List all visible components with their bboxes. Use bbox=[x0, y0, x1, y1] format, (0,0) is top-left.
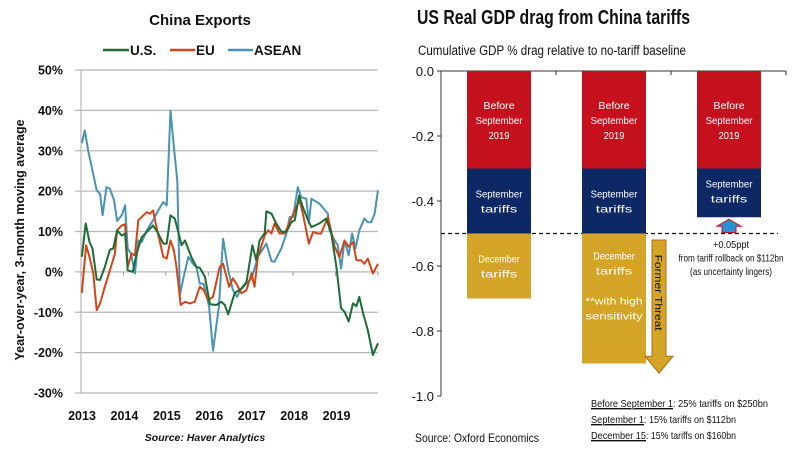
legend-label: U.S. bbox=[130, 43, 156, 58]
x-tick-label: 2013 bbox=[68, 409, 96, 423]
chart-subtitle: Cumulative GDP % drag relative to no-tar… bbox=[418, 43, 686, 58]
note-term: December 15 bbox=[591, 430, 646, 442]
bar-segment-label: September bbox=[476, 115, 523, 127]
bar-segment-before bbox=[467, 71, 531, 169]
y-tick-label: -20% bbox=[34, 346, 63, 360]
bar-segment-september bbox=[697, 168, 761, 218]
bar-segment-label: tariffs bbox=[481, 204, 517, 216]
y-tick-label: 0% bbox=[45, 265, 63, 279]
bar-segment-september bbox=[467, 168, 531, 234]
bar-segment-label: sensitivity bbox=[585, 311, 643, 323]
y-axis-label: Year-over-year, 3-month moving average bbox=[13, 119, 27, 360]
source-note: Source: Oxford Economics bbox=[415, 431, 539, 445]
bar-segment-label: December bbox=[593, 251, 635, 263]
source-note: Source: Haver Analytics bbox=[145, 432, 266, 444]
y-tick-label: 20% bbox=[38, 185, 63, 199]
x-tick-label: 2019 bbox=[323, 409, 351, 423]
y-tick-label: -0.2 bbox=[412, 129, 434, 144]
bar-segment-before bbox=[697, 71, 761, 169]
x-tick-label: 2017 bbox=[238, 409, 266, 423]
y-tick-label: 0.0 bbox=[416, 64, 434, 79]
bar-segment-label: **with high bbox=[585, 296, 642, 308]
bar-segment-label: September bbox=[591, 115, 638, 127]
note-term: Before September 1 bbox=[591, 398, 673, 410]
series-lines bbox=[80, 109, 379, 356]
legend: U.S. EU ASEAN bbox=[103, 43, 301, 58]
chart-title: China Exports bbox=[149, 12, 251, 29]
rollback-annotation: from tariff rollback on $112bn bbox=[679, 253, 784, 265]
bar-segment-label: 2019 bbox=[719, 130, 740, 142]
y-tick-label: -30% bbox=[34, 387, 63, 401]
bar-segment-label: 2019 bbox=[604, 130, 625, 142]
x-tick-label: 2015 bbox=[153, 409, 181, 423]
gdp-drag-chart: US Real GDP drag from China tariffs Cumu… bbox=[412, 7, 787, 445]
note-text: : 25% tariffs on $250bn bbox=[673, 398, 768, 410]
x-tick-labels: 2013 2014 2015 2016 2017 2018 2019 bbox=[68, 409, 350, 423]
y-tick-label: -1.0 bbox=[412, 389, 434, 404]
rollback-annotation: (as uncertainty lingers) bbox=[690, 266, 772, 278]
bar-segment-label: September bbox=[591, 189, 638, 201]
gridlines bbox=[75, 69, 379, 394]
bar-segment-label: 2019 bbox=[489, 130, 510, 142]
legend-label: ASEAN bbox=[254, 43, 301, 58]
bar-segment-september bbox=[582, 168, 646, 234]
x-tick-label: 2016 bbox=[195, 409, 223, 423]
bar-segment-december bbox=[467, 233, 531, 299]
bar-segment-label: tariffs bbox=[711, 193, 747, 205]
y-tick-label: 30% bbox=[38, 144, 63, 158]
chart-title: US Real GDP drag from China tariffs bbox=[417, 7, 690, 29]
y-tick-label: -0.4 bbox=[412, 194, 434, 209]
series-line-us bbox=[80, 194, 379, 356]
bar-segment-label: December bbox=[478, 254, 520, 266]
bar-segment-label: September bbox=[706, 178, 753, 190]
y-tick-label: 40% bbox=[38, 104, 63, 118]
legend-label: EU bbox=[196, 43, 215, 58]
rollback-annotation: +0.05ppt bbox=[713, 239, 749, 251]
china-exports-chart: China Exports U.S. EU ASEAN 50% 40% 30% 20% 10… bbox=[13, 12, 379, 444]
down-arrow-icon bbox=[643, 239, 675, 375]
note-text: : 15% tariffs on $160bn bbox=[646, 430, 736, 442]
series-line-asean bbox=[80, 109, 379, 352]
bar-segment-label: Before bbox=[713, 100, 744, 112]
bar-segment-label: September bbox=[476, 189, 523, 201]
x-tick-label: 2014 bbox=[111, 409, 139, 423]
y-tick-labels: 50% 40% 30% 20% 10% 0% -10% -20% -30% bbox=[34, 64, 63, 401]
y-tick-label: -0.6 bbox=[412, 259, 434, 274]
bar-segment-label: Before bbox=[483, 100, 514, 112]
y-tick-label: -0.8 bbox=[412, 324, 434, 339]
y-tick-label: 50% bbox=[38, 64, 63, 78]
former-threat-label: Former Threat bbox=[652, 255, 664, 331]
note-text: : 15% tariffs on $112bn bbox=[644, 414, 736, 426]
bar-segment-before bbox=[582, 71, 646, 169]
annotations: Former Threat +0.05ppt from tariff rollbac… bbox=[643, 218, 784, 375]
bar-segment-label: tariffs bbox=[481, 269, 517, 281]
x-tick-label: 2018 bbox=[280, 409, 308, 423]
bar-segment-december bbox=[582, 233, 646, 364]
bar-segment-label: Before bbox=[598, 100, 629, 112]
stacked-bars: Before September 2019 September tariffs Decem… bbox=[467, 71, 761, 364]
tariff-notes: Before September 1: 25% tariffs on $250b… bbox=[591, 398, 768, 442]
bar-segment-label: tariffs bbox=[596, 266, 632, 278]
bar-segment-label: September bbox=[706, 115, 753, 127]
note-term: September 1 bbox=[591, 414, 644, 426]
bar-segment-label: tariffs bbox=[596, 204, 632, 216]
up-arrow-icon bbox=[715, 218, 743, 233]
y-tick-label: -10% bbox=[34, 306, 63, 320]
y-tick-label: 10% bbox=[38, 225, 63, 239]
